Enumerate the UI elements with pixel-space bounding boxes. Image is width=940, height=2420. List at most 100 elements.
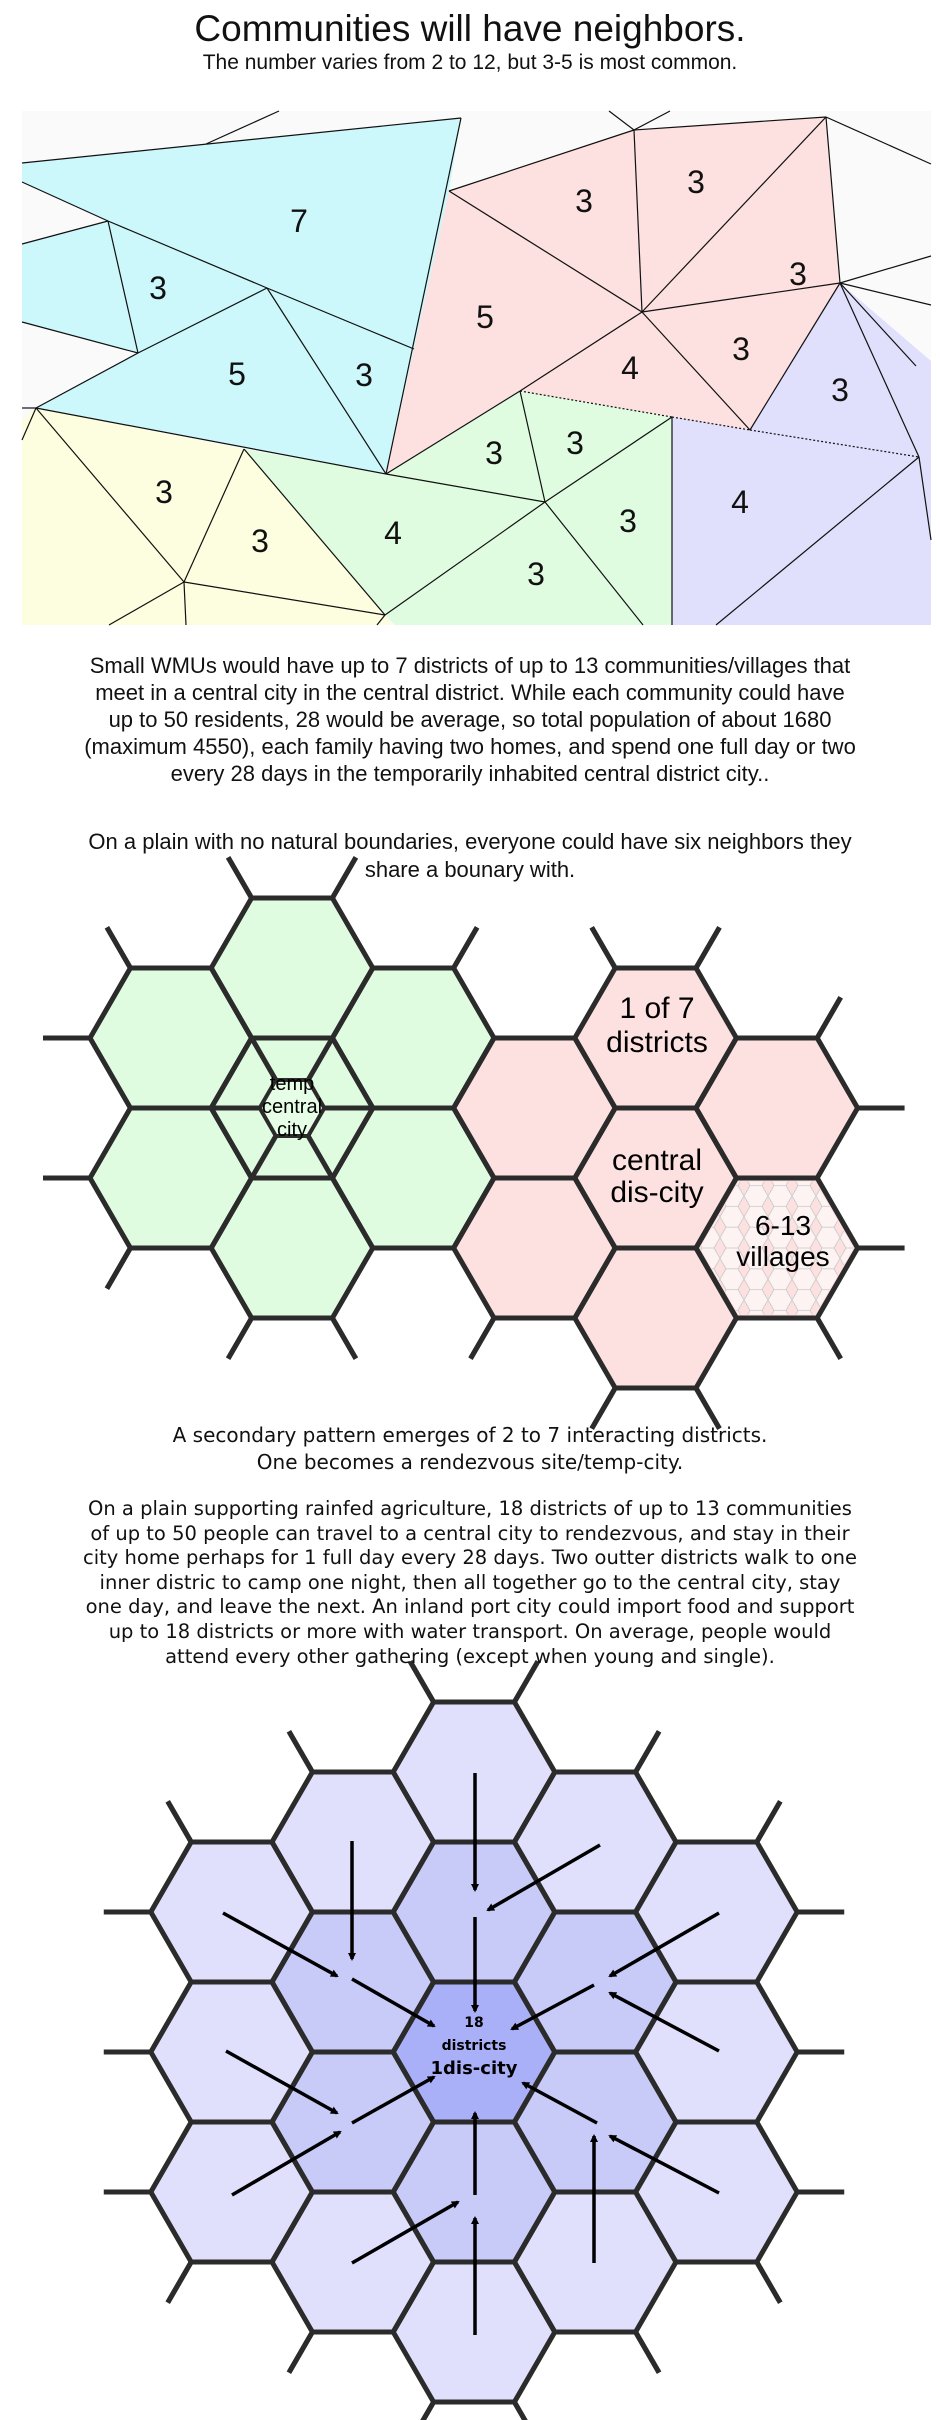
paragraph-line: up to 50 residents, 28 would be average,…	[108, 707, 832, 732]
green-district-hex	[332, 1108, 494, 1248]
map-region-pink	[386, 117, 840, 474]
map-boundary-line	[608, 110, 635, 131]
travel-arrow	[222, 1911, 339, 1978]
hex-outline	[147, 2119, 316, 2265]
hex-edge-stub	[407, 1660, 438, 1706]
map-boundary-line	[107, 220, 139, 354]
paragraph-line: (maximum 4550), each family having two h…	[84, 734, 856, 759]
map-boundary-line	[715, 456, 920, 626]
paragraph-plain-neighbors: On a plain with no natural boundaries, e…	[20, 828, 920, 884]
travel-arrow	[521, 2081, 598, 2125]
temp-city-label-line2: central	[262, 1096, 322, 1118]
temp-central-city-inner-hex	[257, 1078, 327, 1138]
hex-edge-stub	[632, 2328, 662, 2374]
outer-district-hex	[150, 1982, 313, 2122]
pink-district-hex	[453, 1178, 616, 1318]
outer-district-hex	[150, 2122, 313, 2262]
map-boundary-line	[448, 129, 635, 192]
central-city-label-line1: central	[612, 1144, 702, 1177]
green-district-hex	[90, 1108, 252, 1248]
paragraph-line: share a bounary with.	[364, 857, 576, 882]
hex-edge-stub	[589, 926, 619, 972]
temp-city-label-line3: city	[277, 1119, 307, 1141]
map-boundary-line	[183, 581, 187, 626]
paragraph-line: On a plain supporting rainfed agricultur…	[88, 1497, 852, 1520]
map-boundary-line	[108, 581, 185, 626]
map-boundary-line	[448, 190, 643, 313]
neighbor-count-label: 3	[732, 331, 750, 367]
page-subtitle: The number varies from 2 to 12, but 3-5 …	[202, 51, 738, 74]
neighbor-count-label: 4	[731, 484, 749, 520]
neighbor-count-label: 3	[831, 372, 849, 408]
hex-edge-stub	[165, 2258, 195, 2304]
hex-edge-stub	[328, 1314, 359, 1360]
hex-edge-stub	[813, 1314, 843, 1360]
paragraph-line: inner distric to camp one night, then al…	[99, 1570, 841, 1594]
map-boundary-line	[137, 287, 268, 354]
map-boundary-line	[839, 282, 917, 367]
hex-outline	[693, 1175, 861, 1321]
hex-edge-stub	[328, 856, 359, 902]
map-region-white	[22, 322, 138, 408]
outer-district-hex	[635, 1842, 798, 1982]
paragraph-line: attend every other gathering (except whe…	[165, 1644, 775, 1668]
paragraph-line: Small WMUs would have up to 7 districts …	[89, 653, 851, 678]
map-boundary-line	[633, 129, 643, 313]
hex-edge-stub	[692, 926, 722, 972]
map-region-green	[244, 391, 672, 625]
inner-district-hex	[272, 1912, 434, 2052]
paragraph-rainfed-agriculture: On a plain supporting rainfed agricultur…	[14, 1497, 926, 1669]
neighbor-count-label: 3	[575, 183, 593, 219]
travel-arrow	[608, 1991, 720, 2053]
temp-city-spoke	[249, 1134, 279, 1180]
map-boundary-line	[825, 116, 841, 284]
hex-edge-stub	[510, 1660, 541, 1706]
neighbor-count-label: 3	[251, 523, 269, 559]
paragraph-line: of up to 50 people can travel to a centr…	[90, 1521, 850, 1545]
central-dis-city-hex	[574, 1108, 737, 1248]
hex-diagram-1-labels: temp central city 1 of 7 districts centr…	[262, 992, 830, 1272]
hex-edge-stub	[632, 1730, 662, 1776]
hex-edge-stub	[753, 2258, 783, 2304]
map-boundary-line	[21, 321, 139, 354]
hex-edge-stub	[692, 1384, 722, 1430]
temp-city-spoke	[305, 1134, 335, 1180]
hex-outline	[208, 1035, 376, 1181]
paragraph-line: city home perhaps for 1 full day every 2…	[83, 1546, 857, 1570]
travel-arrow	[510, 1983, 595, 2031]
travel-arrow	[225, 2049, 339, 2115]
map-boundary-line	[376, 614, 386, 626]
map-boundary-line	[839, 282, 920, 458]
neighbor-count-label: 7	[290, 203, 308, 239]
map-region-white	[22, 182, 108, 244]
map-boundary-line	[266, 287, 387, 475]
map-boundary-line	[183, 448, 245, 583]
outer-district-hex	[150, 1842, 313, 1982]
paragraph-line: one day, and leave the next. An inland p…	[85, 1595, 855, 1619]
map-boundary-line	[918, 456, 932, 541]
hex-diagram-2-labels: 18 districts 1dis-city	[431, 2015, 518, 2079]
map-dotted-line	[749, 429, 920, 458]
map-boundary-line	[35, 407, 387, 475]
center-label-districts: districts	[442, 2038, 507, 2054]
map-boundary-line	[385, 117, 462, 475]
map-boundary-line	[633, 116, 827, 131]
map-boundary-line	[385, 390, 521, 475]
travel-arrow	[231, 2130, 342, 2197]
outer-district-hex	[635, 1982, 798, 2122]
neighbor-count-label: 5	[476, 299, 494, 335]
temp-city-spoke	[249, 1036, 279, 1082]
map-boundary-line	[21, 220, 109, 245]
map-boundary-line	[641, 116, 827, 313]
hex-edge-stub	[813, 996, 843, 1042]
neighbor-count-label: 3	[789, 256, 807, 292]
map-boundary-line	[519, 311, 643, 392]
neighbor-count-label: 4	[384, 515, 402, 551]
hex-edge-stub	[286, 2328, 316, 2374]
travel-arrow	[351, 1977, 436, 2028]
inner-district-hex	[393, 1842, 555, 1982]
map-boundary-line	[35, 407, 185, 583]
one-of-seven-district-hex	[574, 968, 737, 1108]
villages-label-line2: villages	[736, 1241, 829, 1272]
